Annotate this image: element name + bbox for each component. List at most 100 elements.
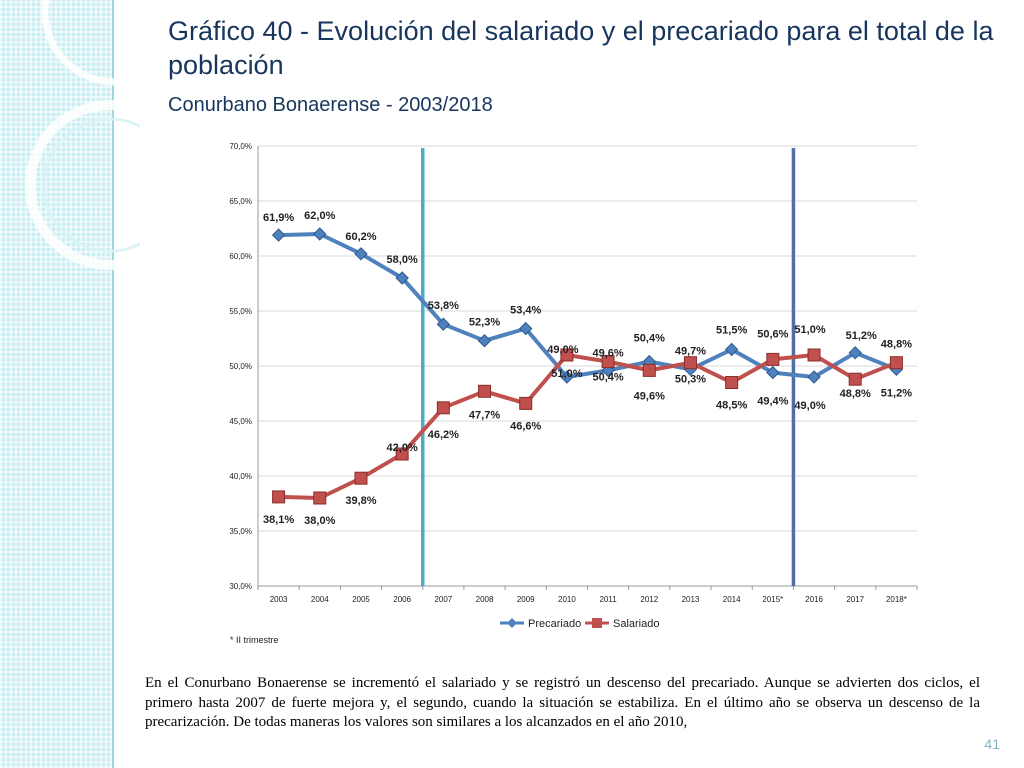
side-divider-line (112, 0, 114, 768)
data-label: 48,8% (881, 338, 912, 350)
data-label: 51,0% (551, 368, 582, 380)
decorative-rings (25, 0, 140, 270)
data-label: 61,9% (263, 212, 294, 224)
salariado-point (683, 356, 697, 370)
x-axis: 2003 2004 2005 2006 2007 2008 2009 2010 2011 2012… (257, 585, 918, 604)
data-label: 42,0% (387, 442, 418, 454)
data-label: 47,7% (469, 409, 500, 421)
data-label: 49,0% (794, 400, 825, 412)
x-tick-label: 2008 (476, 595, 494, 604)
precariado-point (436, 317, 451, 331)
salariado-point (478, 384, 492, 398)
x-tick-label: 2018* (886, 595, 907, 604)
salariado-point (395, 447, 409, 461)
data-label: 50,6% (757, 328, 788, 340)
data-label: 50,4% (592, 372, 623, 384)
x-tick-label: 2003 (270, 595, 288, 604)
data-label: 51,0% (794, 324, 825, 336)
chart-series (271, 227, 904, 505)
data-label: 52,3% (469, 317, 500, 329)
data-label: 53,8% (428, 300, 459, 312)
vertical-markers (421, 148, 796, 586)
y-tick-label: 40,0% (229, 472, 252, 481)
salariado-point (560, 348, 574, 362)
precariado-point (313, 227, 327, 241)
data-label: 51,2% (881, 388, 912, 400)
data-label: 38,0% (304, 515, 335, 527)
x-tick-label: 2017 (846, 595, 864, 604)
data-label: 46,2% (428, 429, 459, 441)
data-label: 48,8% (840, 388, 871, 400)
x-tick-label: 2004 (311, 595, 329, 604)
precariado-point (560, 370, 574, 384)
y-axis: 30,0% 35,0% 40,0% 45,0% 50,0% 55,0% 60,0% 65,0%… (229, 142, 259, 591)
data-label: 58,0% (387, 254, 418, 266)
y-tick-label: 30,0% (229, 582, 252, 591)
x-tick-label: 2009 (517, 595, 535, 604)
salariado-point (519, 396, 533, 410)
salariado-point (725, 376, 739, 389)
chart-grid (258, 145, 917, 587)
y-tick-label: 55,0% (229, 307, 252, 316)
series-line-precariado (278, 232, 898, 379)
page-number: 41 (984, 736, 1000, 752)
salariado-point (848, 372, 862, 386)
data-label: 50,3% (675, 374, 706, 386)
data-labels: 61,9% 62,0% 60,2% 58,0% 53,8% 52,3% 53,4% 49,0%… (263, 210, 912, 527)
data-label: 38,1% (263, 514, 294, 526)
salariado-point (436, 401, 450, 415)
data-label: 46,6% (510, 420, 541, 432)
series-line-salariado (278, 353, 898, 500)
data-label: 49,0% (547, 344, 578, 356)
precariado-point (766, 365, 780, 380)
data-label: 49,6% (592, 347, 623, 359)
x-tick-label: 2016 (805, 595, 823, 604)
x-tick-label: 2011 (599, 595, 617, 604)
x-tick-label: 2012 (640, 595, 658, 604)
legend-marker (592, 618, 602, 628)
x-tick-label: 2014 (723, 595, 741, 604)
y-tick-label: 60,0% (229, 252, 252, 261)
y-tick-label: 45,0% (229, 417, 252, 426)
precariado-point (477, 333, 492, 348)
salariado-point (354, 471, 368, 485)
precariado-point (354, 247, 368, 261)
x-tick-label: 2010 (558, 595, 576, 604)
precariado-point (807, 370, 821, 384)
y-tick-label: 35,0% (229, 527, 252, 536)
line-chart: 30,0% 35,0% 40,0% 45,0% 50,0% 55,0% 60,0% 65,0%… (229, 142, 918, 645)
x-tick-label: 2006 (393, 595, 411, 604)
y-tick-label: 50,0% (229, 362, 252, 371)
x-tick-label: 2015* (762, 595, 783, 604)
salariado-point (889, 356, 903, 370)
data-label: 51,2% (846, 330, 877, 342)
x-tick-label: 2013 (682, 595, 700, 604)
slide-title: Gráfico 40 - Evolución del salariado y e… (168, 16, 994, 80)
salariado-point (272, 490, 286, 504)
data-label: 50,4% (634, 333, 665, 345)
y-tick-label: 65,0% (229, 197, 252, 206)
precariado-point (395, 271, 409, 285)
precariado-point (724, 342, 739, 357)
body-paragraph: En el Conurbano Bonaerense se incrementó… (145, 675, 980, 730)
data-label: 60,2% (345, 231, 376, 243)
data-label: 53,4% (510, 305, 541, 317)
legend-marker (507, 618, 517, 628)
data-label: 39,8% (345, 495, 376, 507)
salariado-point (313, 491, 327, 505)
x-tick-label: 2005 (352, 595, 370, 604)
salariado-point (642, 363, 656, 377)
legend-label: Salariado (613, 618, 659, 630)
salariado-point (807, 348, 821, 362)
data-label: 51,5% (716, 325, 747, 337)
data-label: 49,4% (757, 396, 788, 408)
precariado-point (848, 346, 862, 360)
salariado-point (766, 352, 780, 366)
chart-legend: Precariado Salariado (500, 618, 659, 630)
y-tick-label: 70,0% (229, 142, 252, 151)
x-tick-label: 2007 (434, 595, 452, 604)
data-label: 48,5% (716, 400, 747, 412)
salariado-point (601, 355, 615, 369)
slide-subtitle: Conurbano Bonaerense - 2003/2018 (168, 94, 493, 116)
data-label: 62,0% (304, 210, 335, 222)
